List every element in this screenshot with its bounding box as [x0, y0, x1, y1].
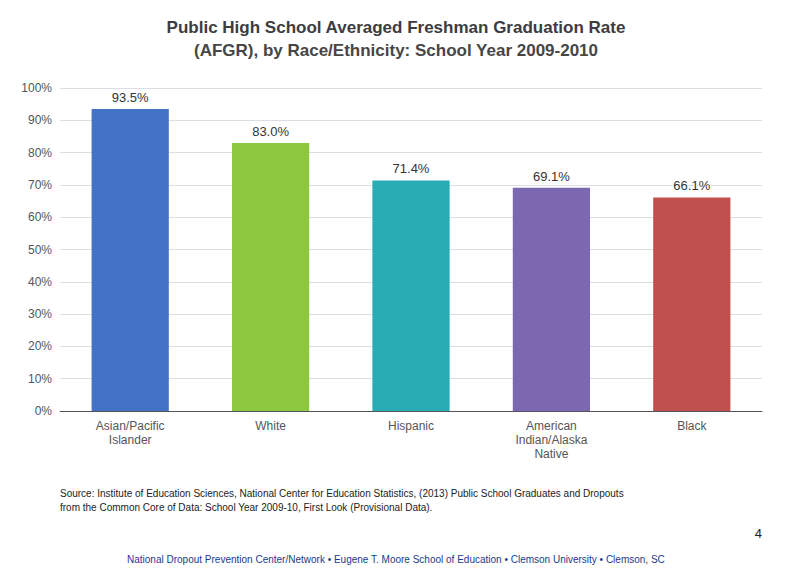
svg-text:(AFGR), by Race/Ethnicity: Sch: (AFGR), by Race/Ethnicity: School Year 2… [194, 41, 598, 60]
svg-text:National Dropout Prevention Ce: National Dropout Prevention Center/Netwo… [127, 554, 665, 565]
svg-text:50%: 50% [28, 243, 52, 257]
svg-text:83.0%: 83.0% [252, 124, 289, 139]
svg-text:Hispanic: Hispanic [388, 419, 434, 433]
svg-text:40%: 40% [28, 275, 52, 289]
svg-text:Public High School Averaged Fr: Public High School Averaged Freshman Gra… [167, 18, 626, 37]
svg-text:Native: Native [534, 447, 568, 461]
svg-text:Source: Institute of Education: Source: Institute of Education Sciences,… [60, 488, 624, 499]
svg-text:Asian/Pacific: Asian/Pacific [96, 419, 165, 433]
svg-text:30%: 30% [28, 307, 52, 321]
svg-text:90%: 90% [28, 113, 52, 127]
svg-text:69.1%: 69.1% [533, 169, 570, 184]
svg-text:71.4%: 71.4% [393, 161, 430, 176]
svg-text:Islander: Islander [109, 433, 152, 447]
svg-text:from the Common Core of Data:: from the Common Core of Data: School Yea… [60, 502, 432, 513]
svg-text:100%: 100% [21, 81, 52, 95]
svg-text:80%: 80% [28, 146, 52, 160]
svg-text:60%: 60% [28, 210, 52, 224]
svg-text:66.1%: 66.1% [673, 178, 710, 193]
svg-text:4: 4 [755, 526, 762, 541]
svg-text:American: American [526, 419, 577, 433]
svg-text:20%: 20% [28, 339, 52, 353]
svg-text:0%: 0% [35, 404, 53, 418]
svg-text:70%: 70% [28, 178, 52, 192]
svg-text:Black: Black [677, 419, 707, 433]
svg-text:93.5%: 93.5% [112, 90, 149, 105]
svg-text:Indian/Alaska: Indian/Alaska [515, 433, 587, 447]
svg-text:White: White [255, 419, 286, 433]
svg-text:10%: 10% [28, 372, 52, 386]
